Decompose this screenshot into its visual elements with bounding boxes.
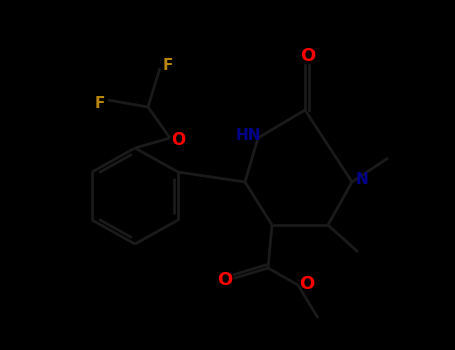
Text: O: O xyxy=(300,47,316,65)
Text: HN: HN xyxy=(235,127,261,142)
Text: F: F xyxy=(163,57,173,72)
Text: O: O xyxy=(171,131,185,149)
Text: N: N xyxy=(356,172,369,187)
Text: F: F xyxy=(95,97,105,112)
Text: O: O xyxy=(299,275,314,293)
Text: O: O xyxy=(217,271,233,289)
